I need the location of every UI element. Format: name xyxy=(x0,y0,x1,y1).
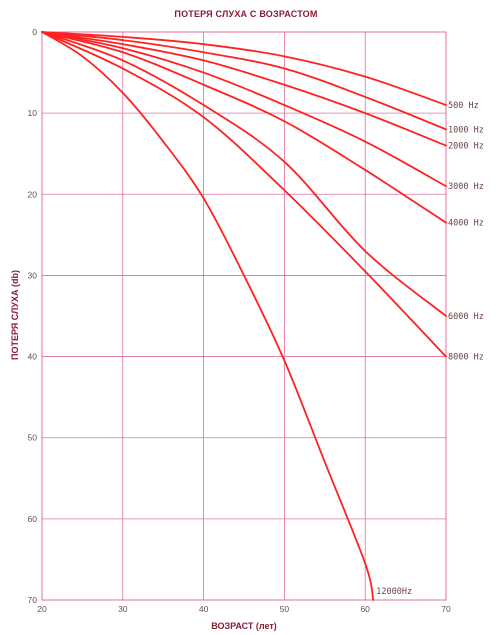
series-line xyxy=(41,31,447,147)
series-label: 500 Hz xyxy=(448,101,479,111)
x-tick-labels: 20 30 40 50 60 70 xyxy=(37,604,451,614)
y-tick-label: 30 xyxy=(28,270,38,280)
y-axis-label: ПОТЕРЯ СЛУХА (db) xyxy=(10,270,20,360)
series-line xyxy=(41,31,447,224)
y-tick-label: 40 xyxy=(28,352,38,362)
series-label: 3000 Hz xyxy=(448,182,484,192)
series-line xyxy=(41,31,447,358)
y-tick-label: 20 xyxy=(28,189,38,199)
y-tick-label: 70 xyxy=(28,595,38,605)
series-labels: 500 Hz 1000 Hz 2000 Hz 3000 Hz 4000 Hz 6000 H… xyxy=(376,101,484,597)
x-tick-label: 50 xyxy=(280,604,290,614)
x-axis-label: ВОЗРАСТ (лет) xyxy=(211,621,277,631)
y-tick-labels: 0 10 20 30 40 50 60 70 xyxy=(28,27,38,605)
series-label: 1000 Hz xyxy=(448,125,484,135)
x-tick-label: 30 xyxy=(118,604,128,614)
series-label: 8000 Hz xyxy=(448,353,484,363)
series-label: 4000 Hz xyxy=(448,219,484,229)
x-tick-label: 20 xyxy=(37,604,47,614)
y-tick-label: 10 xyxy=(28,108,38,118)
series-label: 12000Hz xyxy=(376,587,412,597)
y-tick-label: 60 xyxy=(28,514,38,524)
chart-title: ПОТЕРЯ СЛУХА С ВОЗРАСТОМ xyxy=(174,9,317,19)
series-line xyxy=(41,31,447,131)
series-line xyxy=(41,31,375,601)
plot-frame-rect xyxy=(41,31,447,601)
x-tick-label: 60 xyxy=(360,604,370,614)
y-tick-label: 50 xyxy=(28,433,38,443)
x-tick-label: 40 xyxy=(199,604,209,614)
series-line xyxy=(41,31,447,106)
series-label: 2000 Hz xyxy=(448,142,484,152)
x-tick-label: 70 xyxy=(441,604,451,614)
grid-layer xyxy=(42,32,446,600)
plot-frame xyxy=(41,31,447,601)
y-tick-label: 0 xyxy=(32,27,37,37)
series-label: 6000 Hz xyxy=(448,312,484,322)
series-layer xyxy=(41,31,447,601)
series-line xyxy=(41,31,447,317)
series-line xyxy=(41,31,447,188)
